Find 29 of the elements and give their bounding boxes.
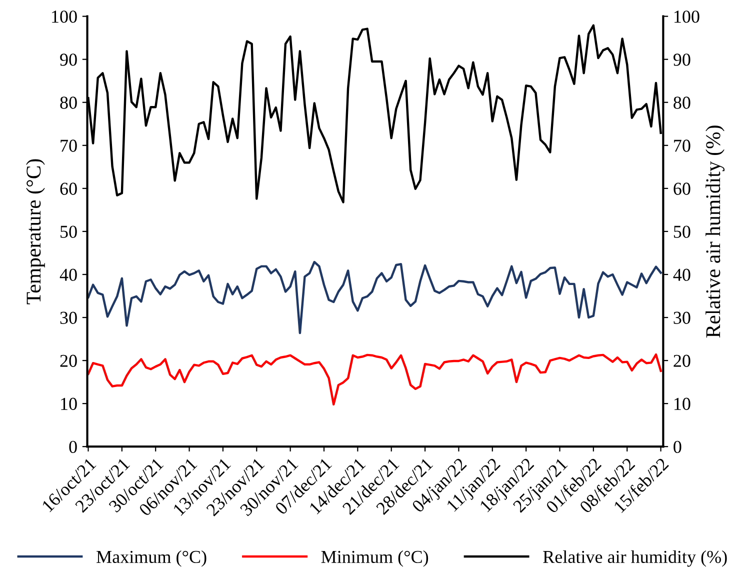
y-tick-label: 50 — [60, 226, 77, 238]
y-tick-label: 90 — [60, 54, 77, 66]
y2-tick-label: 80 — [674, 96, 690, 109]
y2-tick-label: 60 — [674, 182, 690, 195]
legend-label: Minimum (°C) — [321, 550, 428, 567]
y-tick-label: 30 — [60, 312, 77, 324]
legend-label: Relative air humidity (%) — [543, 550, 727, 567]
y-tick-label: 80 — [60, 96, 77, 109]
y2-tick-label: 90 — [673, 54, 690, 66]
y2-tick-label: 0 — [674, 440, 682, 454]
line-series — [87, 260, 662, 334]
y-axis-title: Temperature (°C) — [26, 159, 45, 304]
y-tick-label: 100 — [52, 10, 77, 23]
y-tick-label: 70 — [60, 140, 77, 152]
y2-tick-label: 30 — [674, 312, 690, 324]
y2-tick-label: 40 — [673, 268, 690, 281]
y-tick-label: 60 — [60, 182, 77, 195]
y2-tick-label: 70 — [674, 140, 690, 152]
y-tick-label: 20 — [60, 354, 77, 367]
y2-axis-title: Relative air humidity (%) — [706, 126, 725, 338]
y-tick-label: 0 — [69, 440, 77, 454]
y-tick-label: 40 — [60, 268, 77, 281]
y2-tick-label: 10 — [674, 398, 690, 410]
legend-label: Maximum (°C) — [96, 550, 206, 567]
y2-tick-label: 20 — [674, 354, 690, 367]
line-series — [87, 353, 662, 406]
y2-tick-label: 100 — [674, 10, 700, 23]
y-tick-label: 10 — [61, 398, 77, 410]
y2-tick-label: 50 — [674, 226, 690, 238]
